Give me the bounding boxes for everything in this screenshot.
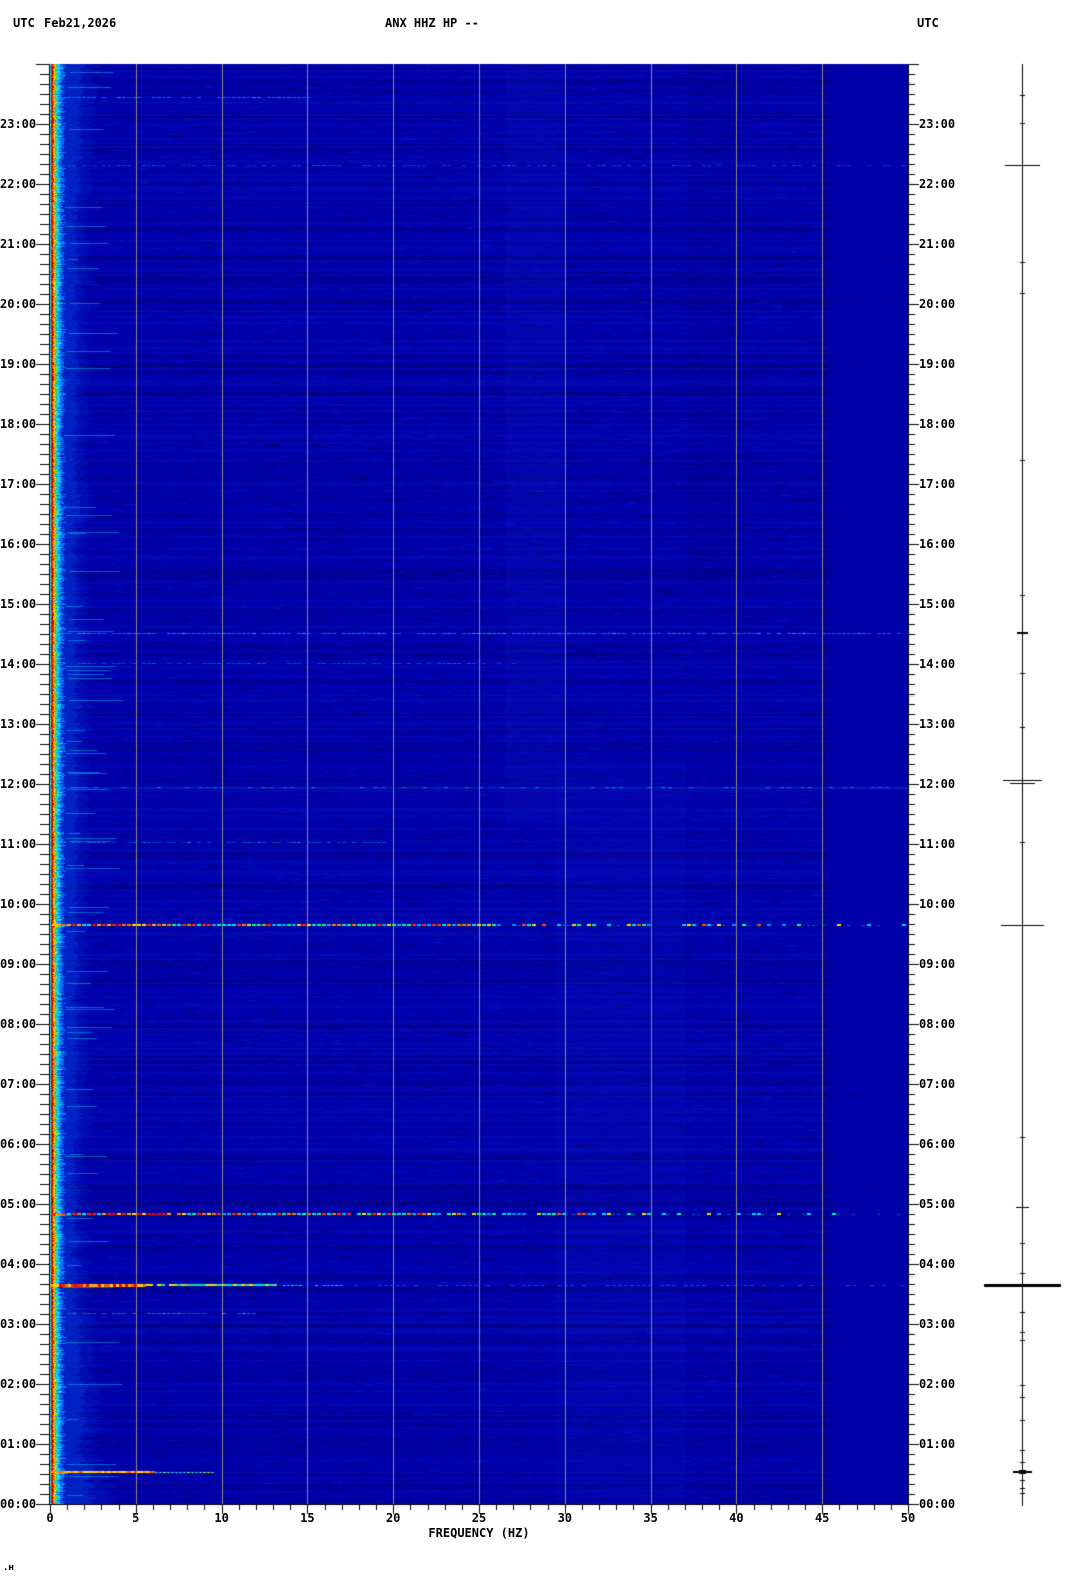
date-label: Feb21,2026 — [44, 16, 117, 30]
station-title: ANX HHZ HP -- — [385, 16, 479, 30]
x-axis-title: FREQUENCY (HZ) — [428, 1526, 530, 1540]
corner-mark: .ʜ — [3, 1563, 14, 1573]
timezone-label-left: UTC — [13, 16, 35, 30]
timezone-label-right: UTC — [917, 16, 939, 30]
